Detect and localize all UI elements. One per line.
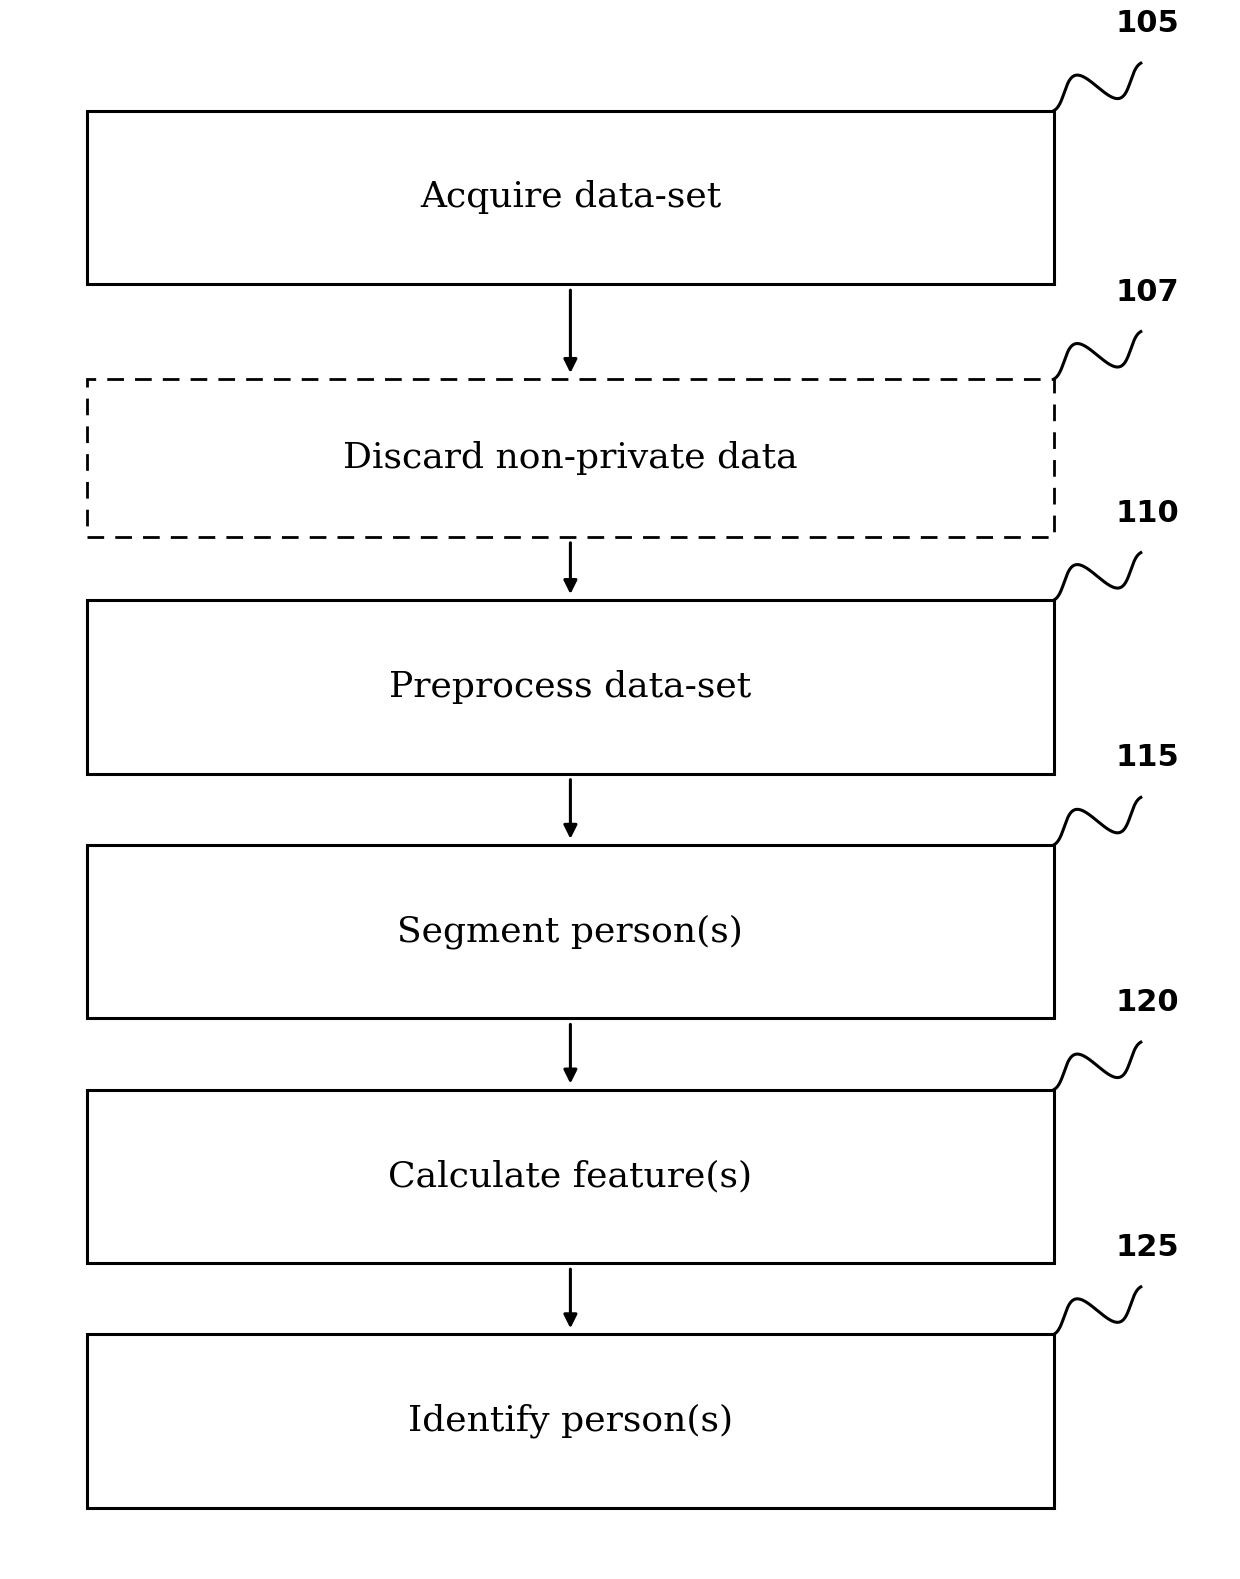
FancyBboxPatch shape: [87, 1090, 1054, 1263]
FancyBboxPatch shape: [87, 111, 1054, 284]
FancyBboxPatch shape: [87, 845, 1054, 1018]
Text: Acquire data-set: Acquire data-set: [420, 180, 720, 215]
Text: 107: 107: [1115, 278, 1179, 306]
Text: Segment person(s): Segment person(s): [398, 914, 743, 949]
Text: 125: 125: [1115, 1233, 1179, 1262]
Text: 110: 110: [1115, 499, 1179, 527]
Text: Discard non-private data: Discard non-private data: [343, 441, 797, 475]
FancyBboxPatch shape: [87, 1334, 1054, 1508]
FancyBboxPatch shape: [87, 379, 1054, 537]
FancyBboxPatch shape: [87, 600, 1054, 774]
Text: Calculate feature(s): Calculate feature(s): [388, 1159, 753, 1194]
Text: Identify person(s): Identify person(s): [408, 1404, 733, 1438]
Text: Preprocess data-set: Preprocess data-set: [389, 669, 751, 704]
Text: 115: 115: [1115, 744, 1179, 772]
Text: 105: 105: [1115, 9, 1179, 38]
Text: 120: 120: [1115, 988, 1179, 1017]
